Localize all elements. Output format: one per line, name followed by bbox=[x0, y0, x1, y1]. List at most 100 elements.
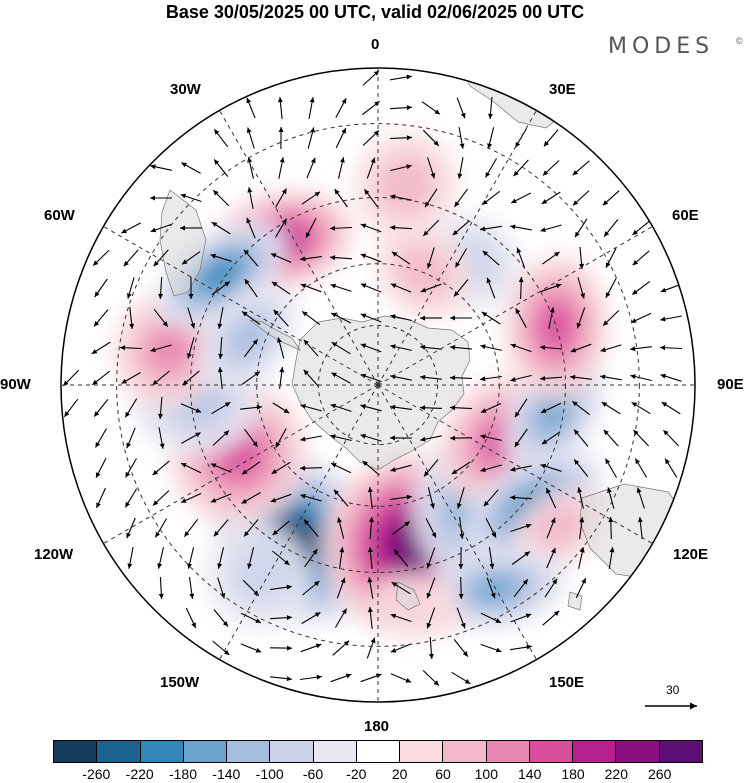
wind-vector-head bbox=[284, 559, 290, 565]
wind-vector-head bbox=[184, 531, 190, 537]
wind-vector-head bbox=[495, 618, 501, 623]
wind-vector-head bbox=[314, 581, 320, 587]
wind-vector-head bbox=[420, 436, 426, 442]
wind-vector-head bbox=[577, 487, 583, 493]
wind-vector-head bbox=[600, 347, 606, 353]
wind-vector-head bbox=[188, 294, 194, 299]
wind-vector-head bbox=[360, 283, 367, 289]
colorbar-bin bbox=[616, 741, 660, 762]
wind-vector-head bbox=[246, 127, 252, 133]
wind-vector-head bbox=[570, 374, 576, 380]
wind-vector-head bbox=[337, 517, 342, 523]
wind-vector-head bbox=[390, 225, 396, 231]
south-america-land bbox=[159, 189, 207, 297]
wind-vector-head bbox=[247, 187, 253, 193]
wind-vector-head bbox=[223, 430, 229, 436]
colorbar-bin bbox=[356, 741, 401, 762]
wind-vector-head bbox=[277, 337, 282, 343]
wind-vector-head bbox=[579, 263, 585, 269]
wind-vector-head bbox=[554, 251, 560, 257]
wind-vector-head bbox=[525, 613, 532, 619]
wind-vector-head bbox=[158, 593, 164, 599]
wind-vector-head bbox=[450, 435, 456, 441]
wind-vector-head bbox=[162, 321, 168, 327]
wind-vector-head bbox=[425, 201, 430, 208]
wind-vector-head bbox=[481, 408, 487, 413]
colorbar bbox=[53, 740, 703, 763]
wind-vector-head bbox=[224, 649, 230, 655]
wind-vector-head bbox=[279, 157, 285, 163]
meridian-line bbox=[103, 384, 379, 544]
wind-vector-head bbox=[242, 469, 248, 475]
wind-vector-head bbox=[604, 231, 610, 237]
wind-vector-head bbox=[541, 199, 548, 204]
wind-vector-head bbox=[515, 308, 521, 314]
wind-vector-head bbox=[300, 493, 306, 499]
wind-vector-head bbox=[481, 312, 488, 317]
wind-vector-head bbox=[210, 497, 217, 503]
colorbar-tick-label: -140 bbox=[212, 766, 241, 782]
wind-vector-head bbox=[126, 532, 131, 539]
wind-vector-head bbox=[424, 471, 430, 477]
wind-vector-head bbox=[515, 141, 521, 148]
wind-vector-head bbox=[541, 439, 548, 445]
colorbar-tick-label: 60 bbox=[435, 766, 451, 782]
wind-vector-head bbox=[420, 287, 427, 293]
wind-vector-head bbox=[510, 495, 516, 501]
wind-vector-head bbox=[182, 259, 188, 265]
wind-vector-head bbox=[480, 344, 486, 350]
wind-vector-head bbox=[428, 653, 434, 659]
wind-vector-head bbox=[660, 345, 666, 351]
colorbar-bin bbox=[313, 741, 357, 762]
colorbar-tick-label: 20 bbox=[391, 766, 408, 782]
wind-vector-head bbox=[210, 463, 217, 468]
wind-vector-head bbox=[480, 467, 486, 472]
wind-vector-head bbox=[310, 127, 315, 133]
meridian-line bbox=[219, 384, 379, 660]
wind-vector-head bbox=[607, 487, 612, 493]
wind-vector-head bbox=[91, 349, 98, 354]
colorbar-tick-label: 100 bbox=[474, 766, 498, 782]
wind-vector-head bbox=[252, 339, 258, 345]
wind-vector-head bbox=[217, 563, 223, 569]
wind-vector-head bbox=[314, 612, 321, 618]
wind-vector-head bbox=[450, 375, 456, 381]
lon-label-60e: 60E bbox=[672, 207, 699, 224]
wind-vector-head bbox=[303, 339, 309, 346]
wind-vector-head bbox=[369, 517, 374, 523]
wind-vector-head bbox=[574, 459, 580, 465]
wind-vector-head bbox=[330, 255, 336, 261]
wind-vector-head bbox=[404, 521, 410, 527]
wind-vector-head bbox=[510, 377, 516, 382]
wind-vector-head bbox=[360, 433, 366, 439]
wind-vector-head bbox=[420, 344, 426, 350]
wind-vector-head bbox=[524, 551, 530, 557]
wind-vector-head bbox=[541, 408, 547, 413]
colorbar-bin bbox=[529, 741, 574, 762]
wind-vector-head bbox=[406, 74, 412, 80]
wind-vector-head bbox=[333, 489, 340, 495]
wind-vector-head bbox=[483, 500, 489, 507]
wind-vector-head bbox=[244, 531, 250, 537]
colorbar-tick-label: -100 bbox=[255, 766, 284, 782]
wind-vector-head bbox=[406, 164, 412, 170]
wind-vector-head bbox=[459, 533, 465, 539]
wind-vector-head bbox=[367, 487, 373, 493]
wind-vector-head bbox=[601, 402, 608, 407]
wind-vector-head bbox=[455, 261, 461, 268]
lon-label-60w: 60W bbox=[44, 207, 75, 224]
wind-vector-head bbox=[452, 230, 459, 236]
colorbar-tick-label: 220 bbox=[604, 766, 628, 782]
wind-vector-head bbox=[605, 292, 611, 298]
wind-vector-head bbox=[390, 283, 397, 289]
wind-vector-head bbox=[390, 314, 396, 320]
wind-vectors bbox=[62, 70, 683, 686]
wind-vector-head bbox=[244, 279, 250, 285]
wind-vector-head bbox=[362, 460, 368, 466]
wind-vector-head bbox=[360, 343, 367, 349]
wind-vector-head bbox=[191, 622, 196, 628]
wind-vector-head bbox=[394, 549, 400, 555]
colorbar-bin bbox=[97, 741, 141, 762]
wind-vector-head bbox=[286, 645, 292, 651]
wind-vector-head bbox=[187, 563, 192, 569]
